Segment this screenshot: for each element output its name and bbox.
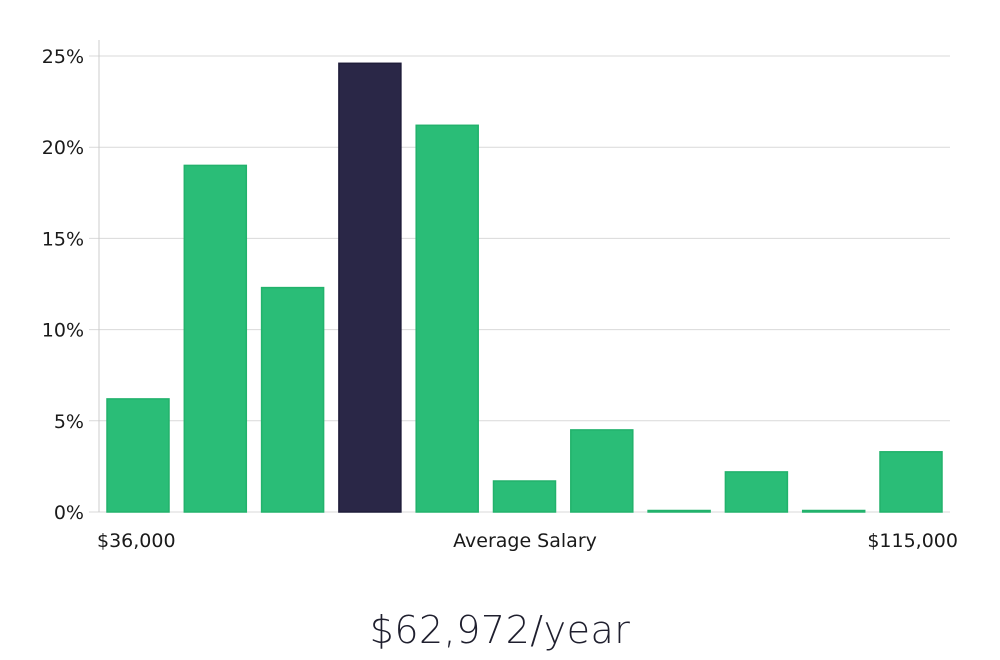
y-tick-label: 0% — [54, 502, 84, 524]
y-tick-label: 25% — [42, 46, 84, 68]
y-tick-label: 10% — [42, 320, 84, 342]
bar — [724, 471, 789, 513]
y-tick-labels: 0% 5% 10% 15% 20% 25% — [42, 46, 84, 524]
bar — [260, 286, 325, 513]
bar — [570, 429, 634, 513]
bar — [492, 480, 557, 513]
y-tick-label: 15% — [42, 228, 84, 250]
x-min-label: $36,000 — [97, 530, 176, 552]
bar — [801, 509, 866, 513]
bar — [183, 164, 248, 513]
bar — [647, 509, 711, 513]
bar — [106, 398, 170, 513]
average-salary-value: $62,972/year — [369, 608, 631, 652]
y-tick-label: 20% — [42, 137, 84, 159]
bar — [879, 451, 943, 513]
bars — [106, 62, 943, 513]
bar-highlighted — [338, 62, 402, 513]
y-tick-label: 5% — [54, 411, 84, 433]
bar — [415, 124, 479, 513]
salary-histogram: 0%5%10%15%20%25% $36,000 Average Salary … — [42, 40, 958, 552]
x-max-label: $115,000 — [867, 530, 958, 552]
x-axis-title: Average Salary — [453, 530, 597, 552]
